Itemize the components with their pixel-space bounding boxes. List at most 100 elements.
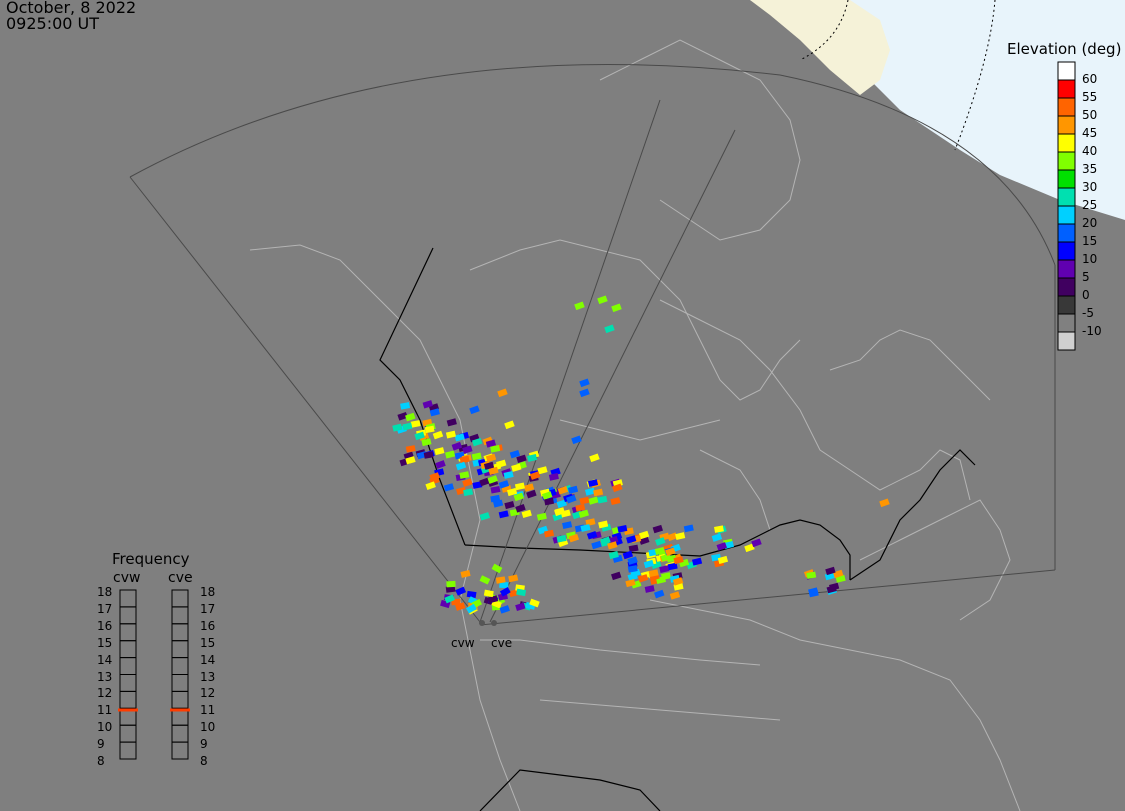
scatter-cell [508,574,519,583]
scatter-cell [644,585,655,593]
scatter-cell [499,605,510,614]
frequency-tick-label: 10 [97,720,113,735]
scatter-cell [405,456,416,465]
frequency-tick-label: 13 [97,669,113,684]
radar-site-label: cvw [451,636,475,650]
scatter-cell [498,510,509,519]
scatter-cell [557,486,569,495]
scatter-cell [637,574,649,583]
scatter-cell [683,524,694,533]
scatter-cell [515,602,526,612]
scatter-cell [515,504,526,513]
colorbar-tick-label: 10 [1082,252,1098,266]
scatter-cell [488,466,499,475]
scatter-cell [672,577,684,586]
scatter-cell [574,301,585,311]
scatter-cell [435,460,446,469]
scatter-cell [479,575,491,585]
scatter-cell [567,485,579,494]
scatter-cell [597,495,608,504]
colorbar-cell [1057,187,1076,207]
colorbar-cell [1057,79,1076,99]
colorbar-cell [1057,115,1076,135]
colorbar-tick-label: -10 [1082,324,1102,338]
colorbar-cell [1057,133,1076,153]
scatter-cell [808,589,819,598]
colorbar-cell [1057,205,1076,225]
scatter-cell [487,595,499,604]
scatter-cell [445,585,456,593]
scatter-cell [434,447,445,456]
frequency-tick-label: 10 [200,720,216,735]
scatter-cell [578,509,589,518]
scatter-cell [554,507,565,517]
scatter-cell [466,590,477,599]
scatter-cell [608,551,619,560]
scatter-cell [556,534,567,543]
frequency-tick-label: 16 [97,618,113,633]
elevation-colorbar [1057,61,1076,351]
scatter-cell [832,569,844,579]
frequency-tick-label: 9 [200,737,208,752]
scatter-cell [432,430,444,440]
scatter-cell [497,388,508,398]
scatter-cell [508,589,520,598]
scatter-cell [424,425,435,434]
scatter-cell [483,589,494,598]
scatter-cell [580,524,591,532]
scatter-cell [506,487,518,497]
scatter-cell [669,591,681,600]
scatter-cell [660,572,672,581]
scatter-cell [527,453,538,462]
radar-column-label: cvw [113,570,141,586]
radar-fov [129,63,1056,626]
scatter-cell [544,529,555,538]
scatter-cell [611,303,622,313]
colorbar-tick-label: 55 [1082,90,1098,104]
scatter-cell [654,547,665,555]
colorbar-tick-label: 35 [1082,162,1098,176]
frequency-tick-label: 14 [200,652,216,667]
scatter-cell [471,437,483,447]
colorbar-tick-label: 50 [1082,108,1098,122]
scatter-cell [598,520,609,529]
scatter-cell [627,565,638,573]
colorbar-cell [1057,277,1076,297]
scatter-cell [422,400,433,409]
scatter-cell [414,431,425,441]
frequency-tick-label: 17 [97,601,113,616]
scatter-cell [716,542,727,551]
scatter-cell [556,499,567,508]
frequency-tick-label: 15 [97,635,113,650]
scatter-cell [485,453,497,463]
scatter-cell [659,565,670,573]
scatter-cell [479,512,490,521]
scatter-cell [691,557,703,566]
scatter-cell [445,430,456,439]
scatter-cell [462,445,473,454]
scatter-cell [503,470,514,479]
scatter-cell [495,576,506,584]
scatter-cell [626,535,637,544]
scatter-cell [529,471,541,480]
colorbar-cell [1057,97,1076,117]
frequency-scale-cell [119,657,137,675]
scatter-cell [491,563,503,574]
scatter-cell [643,559,655,569]
frequency-tick-label: 12 [97,686,113,701]
frequency-scale-cell [171,589,189,608]
scatter-cell [655,537,666,546]
frequency-scale-cell [119,640,137,659]
scatter-cell [483,461,495,470]
scatter-cell [652,524,663,534]
scatter-cell [829,582,840,591]
scatter-cell [446,418,457,427]
scatter-cell [589,453,600,463]
scatter-cell [421,438,432,447]
scatter-cell [405,445,416,453]
scatter-cell [654,589,665,599]
scatter-cell [465,603,477,614]
scatter-cell [479,477,490,487]
scatter-cell [490,444,501,453]
scatter-cell [423,451,434,459]
